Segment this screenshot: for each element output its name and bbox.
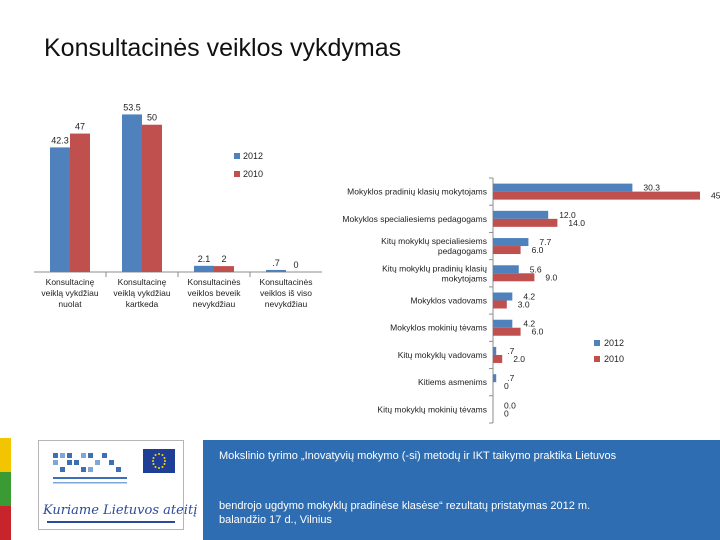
project-logo: Kuriame Lietuvos ateitį xyxy=(38,440,198,530)
category-label: pedagogams xyxy=(438,246,487,256)
data-label: 7.7 xyxy=(539,237,551,247)
bar xyxy=(493,327,521,336)
data-label: 0 xyxy=(293,260,298,270)
legend-label: 2010 xyxy=(243,169,263,179)
logo-underline xyxy=(47,521,175,523)
data-label: 45.0 xyxy=(711,191,720,201)
bar xyxy=(493,218,558,227)
category-label: nevykdžiau xyxy=(193,299,236,309)
data-label: 6.0 xyxy=(532,245,544,255)
data-label: 6.0 xyxy=(532,327,544,337)
category-label: kartkeda xyxy=(126,299,159,309)
flag-stripe-green xyxy=(0,472,11,506)
data-label: 2.0 xyxy=(513,354,525,364)
legend-label: 2012 xyxy=(604,338,624,348)
footer-text-line-3: balandžio 17 d., Vilnius xyxy=(219,514,332,526)
bar xyxy=(493,183,633,192)
data-label: 0.0 xyxy=(504,400,516,410)
data-label: 9.0 xyxy=(545,272,557,282)
category-label: veiklos beveik xyxy=(188,288,242,298)
category-label: Konsultacinę xyxy=(118,277,167,287)
bar xyxy=(194,265,214,272)
bar xyxy=(493,191,700,200)
category-label: Konsultacinę xyxy=(46,277,95,287)
category-label: Mokyklos specialiesiems pedagogams xyxy=(342,214,487,224)
bar xyxy=(493,265,519,274)
data-label: 4.2 xyxy=(523,292,535,302)
data-label: 2.1 xyxy=(198,254,211,264)
legend-swatch xyxy=(234,171,240,177)
data-label: .7 xyxy=(507,373,514,383)
category-label: nuolat xyxy=(58,299,82,309)
bar xyxy=(493,300,507,309)
bar xyxy=(493,210,549,219)
bar xyxy=(70,133,90,272)
bar xyxy=(266,269,286,272)
data-label: 0 xyxy=(504,381,509,391)
category-label: veiklą vykdžiau xyxy=(41,288,98,298)
mosaic-logo-icon xyxy=(53,453,127,484)
eu-stars-icon xyxy=(152,453,166,469)
bar xyxy=(493,273,535,282)
legend-swatch xyxy=(234,153,240,159)
footer-text-line-2: bendrojo ugdymo mokyklų pradinėse klasės… xyxy=(219,500,591,512)
legend-label: 2012 xyxy=(243,151,263,161)
logo-tagline: Kuriame Lietuvos ateitį xyxy=(43,503,198,518)
category-label: veiklą vykdžiau xyxy=(113,288,170,298)
flag-stripe-yellow xyxy=(0,438,11,472)
data-label: 4.2 xyxy=(523,319,535,329)
category-label: nevykdžiau xyxy=(265,299,308,309)
bar xyxy=(214,266,234,272)
category-label: Kitų mokyklų vadovams xyxy=(398,350,487,360)
bar xyxy=(493,319,513,328)
footer-text-line-1: Mokslinio tyrimo „Inovatyvių mokymo (-si… xyxy=(219,450,617,462)
bar xyxy=(493,246,521,255)
legend-swatch xyxy=(594,356,600,362)
category-label: Mokyklos mokinių tėvams xyxy=(390,323,487,333)
category-label: Konsultacinės xyxy=(260,277,313,287)
category-label: Kitų mokyklų mokinių tėvams xyxy=(377,404,487,414)
eu-flag-icon xyxy=(143,449,175,473)
legend-label: 2010 xyxy=(604,354,624,364)
category-label: Mokyklos vadovams xyxy=(410,296,487,306)
data-label: 0 xyxy=(504,408,509,418)
bar xyxy=(493,292,513,301)
flag-stripe-red xyxy=(0,506,11,540)
bar xyxy=(50,147,70,272)
footer-banner: Mokslinio tyrimo „Inovatyvių mokymo (-si… xyxy=(203,440,720,540)
legend-swatch xyxy=(594,340,600,346)
bar xyxy=(493,354,503,363)
data-label: 50 xyxy=(147,113,157,123)
data-label: 53.5 xyxy=(123,102,141,112)
data-label: 2 xyxy=(221,254,226,264)
category-label: veiklos iš viso xyxy=(260,288,312,298)
data-label: 3.0 xyxy=(518,300,530,310)
bar xyxy=(493,238,529,247)
data-label: .7 xyxy=(507,346,514,356)
category-label: Mokyklos pradinių klasių mokytojams xyxy=(347,187,487,197)
category-label: Kitų mokyklų pradinių klasių xyxy=(382,263,487,273)
slide-title: Konsultacinės veiklos vykdymas xyxy=(44,34,402,62)
bar xyxy=(493,346,497,355)
data-label: 47 xyxy=(75,122,85,132)
data-label: 5.6 xyxy=(530,264,542,274)
bar xyxy=(493,374,497,383)
bar xyxy=(122,114,142,272)
bar xyxy=(142,124,162,273)
data-label: 12.0 xyxy=(559,210,576,220)
category-label: Kitiems asmenims xyxy=(418,377,487,387)
category-label: Kitų mokyklų specialiesiems xyxy=(381,236,487,246)
data-label: .7 xyxy=(272,258,280,268)
data-label: 30.3 xyxy=(643,183,660,193)
data-label: 42.3 xyxy=(51,135,69,145)
category-label: mokytojams xyxy=(442,273,487,283)
data-label: 14.0 xyxy=(568,218,585,228)
category-label: Konsultacinės xyxy=(188,277,241,287)
